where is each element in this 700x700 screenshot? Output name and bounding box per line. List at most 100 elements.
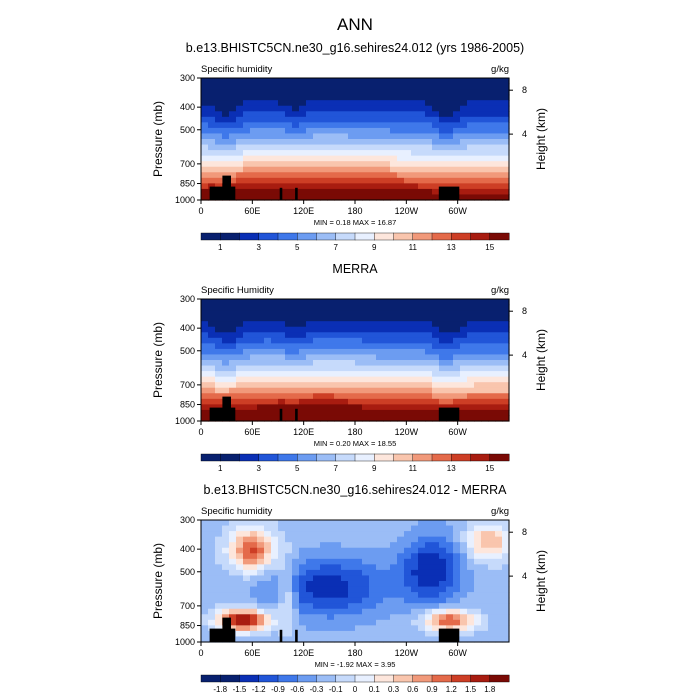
heatmap-cell <box>404 299 412 306</box>
heatmap-cell <box>383 586 391 593</box>
heatmap-cell <box>271 133 279 140</box>
heatmap-cell <box>306 393 314 400</box>
heatmap-cell <box>495 139 503 146</box>
heatmap-cell <box>362 592 370 599</box>
heatmap-cell <box>446 614 454 621</box>
heatmap-cell <box>236 133 244 140</box>
heatmap-cell <box>446 371 454 378</box>
heatmap-cell <box>250 376 258 383</box>
heatmap-cell <box>299 122 307 129</box>
heatmap-cell <box>432 150 440 157</box>
heatmap-cell <box>271 360 279 367</box>
heatmap-cell <box>327 404 335 411</box>
heatmap-cell <box>460 614 468 621</box>
heatmap-cell <box>257 161 265 168</box>
heatmap-cell <box>481 310 489 317</box>
heatmap-cell <box>383 371 391 378</box>
heatmap-cell <box>243 111 251 118</box>
heatmap-cell <box>369 161 377 168</box>
heatmap-cell <box>355 382 363 389</box>
x-tick-label: 60E <box>244 427 260 437</box>
heatmap-cell <box>390 569 398 577</box>
heatmap-cell <box>362 614 370 621</box>
heatmap-cell <box>355 625 363 632</box>
heatmap-cell <box>257 520 265 527</box>
heatmap-cell <box>397 592 405 599</box>
heatmap-cell <box>264 531 272 538</box>
heatmap-cell <box>460 603 468 610</box>
heatmap-cell <box>369 558 377 565</box>
heatmap-cell <box>236 105 244 112</box>
heatmap-cell <box>453 116 461 123</box>
heatmap-cell <box>397 376 405 383</box>
heatmap-cell <box>418 360 426 367</box>
heatmap-cell <box>348 365 356 372</box>
heatmap-cell <box>334 608 342 615</box>
heatmap-cell <box>299 332 307 339</box>
colorbar-box <box>374 453 394 462</box>
heatmap-cell <box>292 100 300 107</box>
heatmap-cell <box>502 376 510 383</box>
heatmap-cell <box>271 619 279 626</box>
heatmap-cell <box>397 326 405 333</box>
heatmap-cell <box>467 619 475 626</box>
heatmap-cell <box>390 321 398 328</box>
heatmap-cell <box>383 625 391 632</box>
heatmap-cell <box>404 360 412 367</box>
heatmap-cell <box>236 520 244 527</box>
heatmap-cell <box>488 315 496 322</box>
colorbar-box <box>374 674 394 683</box>
heatmap-cell <box>327 625 335 632</box>
heatmap-cell <box>439 166 447 173</box>
heatmap-cell <box>362 161 370 168</box>
heatmap-cell <box>495 603 503 610</box>
heatmap-cell <box>425 360 433 367</box>
heatmap-cell <box>383 155 391 162</box>
heatmap-cell <box>488 155 496 162</box>
heatmap-cell <box>327 100 335 107</box>
heatmap-cell <box>320 354 328 361</box>
heatmap-cell <box>495 575 503 582</box>
heatmap-cell <box>292 376 300 383</box>
heatmap-cell <box>362 194 370 201</box>
heatmap-cell <box>264 542 272 549</box>
heatmap-cell <box>264 564 272 571</box>
heatmap-cell <box>201 83 209 90</box>
heatmap-cell <box>201 415 209 422</box>
heatmap-cell <box>404 304 412 311</box>
heatmap-cell <box>348 354 356 361</box>
heatmap-cell <box>355 360 363 367</box>
heatmap-cell <box>299 299 307 306</box>
heatmap-cell <box>439 78 447 85</box>
heatmap-cell <box>313 194 321 201</box>
heatmap-cell <box>418 332 426 339</box>
heatmap-cell <box>250 332 258 339</box>
heatmap-cell <box>348 525 356 532</box>
heatmap-cell <box>369 569 377 577</box>
heatmap-cell <box>348 404 356 411</box>
heatmap-cell <box>327 531 335 538</box>
y-axis-label: Pressure (mb) <box>151 543 165 619</box>
heatmap-cell <box>488 337 496 344</box>
heatmap-cell <box>369 348 377 356</box>
heatmap-cell <box>362 348 370 356</box>
heatmap-cell <box>201 144 209 151</box>
heatmap-cell <box>474 365 482 372</box>
heatmap-cell <box>404 569 412 577</box>
heatmap-cell <box>292 553 300 560</box>
heatmap-cell <box>278 304 286 311</box>
heatmap-cell <box>320 376 328 383</box>
heatmap-cell <box>201 139 209 146</box>
heatmap-cell <box>425 155 433 162</box>
heatmap-cell <box>320 625 328 632</box>
heatmap-cell <box>376 326 384 333</box>
heatmap-cell <box>481 89 489 96</box>
heatmap-cell <box>264 376 272 383</box>
heatmap-cell <box>439 619 447 626</box>
heatmap-cell <box>250 127 258 135</box>
heatmap-cell <box>376 525 384 532</box>
heatmap-cell <box>320 304 328 311</box>
heatmap-cell <box>397 586 405 593</box>
heatmap-cell <box>201 326 209 333</box>
heatmap-cell <box>369 105 377 112</box>
